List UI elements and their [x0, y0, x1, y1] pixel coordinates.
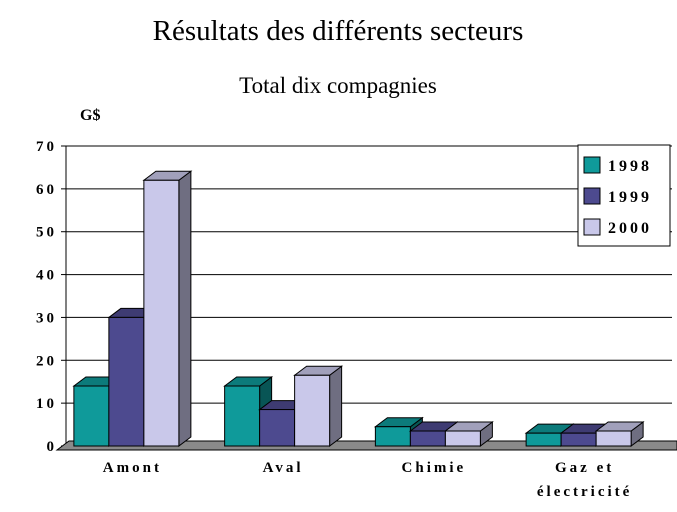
bar — [409, 430, 446, 447]
bar — [560, 432, 597, 447]
legend-swatch — [583, 156, 601, 174]
x-tick-label: Amont — [102, 460, 162, 476]
legend-label: 1999 — [608, 189, 652, 206]
bar — [595, 430, 632, 447]
legend-swatch — [583, 218, 601, 236]
y-tick-label: 60 — [36, 182, 57, 198]
legend-label: 1998 — [608, 158, 652, 175]
bar-side — [329, 365, 343, 447]
bar — [73, 385, 110, 447]
chart-title: Résultats des différents secteurs — [153, 15, 524, 47]
chart-subtitle: Total dix compagnies — [239, 73, 437, 98]
x-tick-label: Chimie — [401, 460, 467, 476]
bar — [143, 179, 180, 447]
bar — [108, 316, 145, 447]
y-axis-label: G$ — [80, 107, 100, 124]
x-tick-label: Gaz et électricité — [536, 460, 633, 500]
x-tick-label: Aval — [262, 460, 304, 476]
legend-label: 2000 — [608, 220, 652, 237]
y-tick-label: 10 — [36, 396, 57, 412]
y-tick-label: 70 — [36, 139, 57, 155]
floor — [55, 440, 677, 451]
bar — [525, 432, 562, 447]
y-tick-label: 30 — [36, 310, 57, 326]
y-tick-label: 50 — [36, 225, 57, 241]
y-tick-label: 40 — [36, 268, 57, 284]
y-tick-label: 0 — [47, 439, 58, 455]
bar — [224, 385, 261, 447]
y-tick-label: 20 — [36, 353, 57, 369]
bar — [444, 430, 481, 447]
bar — [259, 409, 296, 447]
bar-side — [178, 170, 192, 447]
legend-swatch — [583, 187, 601, 205]
bar — [374, 426, 411, 447]
bar — [294, 374, 331, 447]
